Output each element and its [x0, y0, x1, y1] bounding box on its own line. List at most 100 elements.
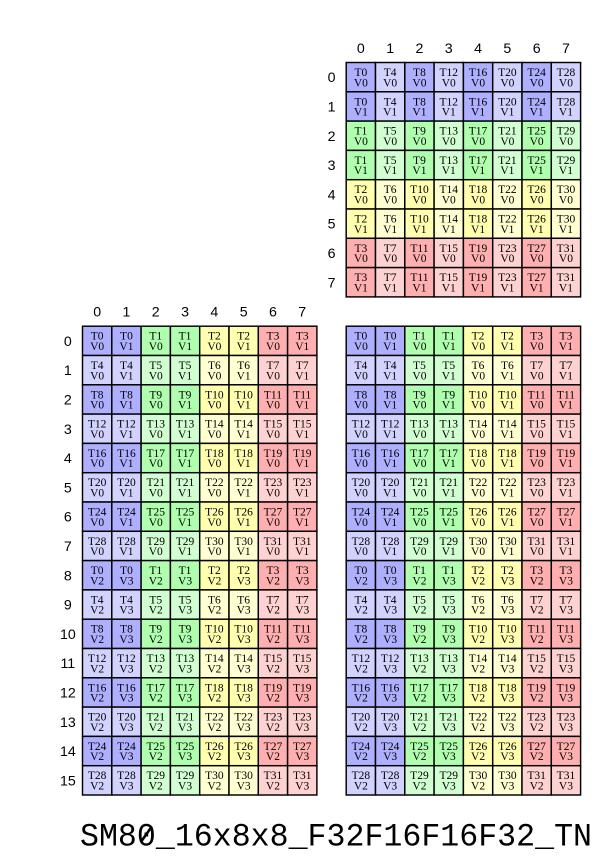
svg-text:V3: V3	[178, 781, 192, 793]
svg-text:T26: T26	[234, 507, 253, 519]
svg-text:T26: T26	[527, 214, 546, 226]
svg-text:T11: T11	[528, 389, 546, 401]
svg-text:V3: V3	[178, 722, 192, 734]
svg-text:V0: V0	[149, 517, 163, 529]
svg-text:V0: V0	[412, 195, 426, 207]
svg-text:T11: T11	[264, 389, 282, 401]
svg-text:T20: T20	[88, 712, 107, 724]
svg-text:V2: V2	[530, 663, 544, 675]
svg-text:T27: T27	[527, 741, 546, 753]
svg-text:V2: V2	[90, 781, 104, 793]
svg-text:T20: T20	[498, 96, 517, 108]
svg-text:V1: V1	[442, 341, 456, 353]
svg-text:V1: V1	[295, 341, 309, 353]
svg-text:T29: T29	[410, 770, 429, 782]
svg-text:V3: V3	[237, 663, 251, 675]
svg-text:T22: T22	[498, 477, 517, 489]
svg-text:V3: V3	[559, 634, 573, 646]
svg-text:T6: T6	[237, 594, 250, 606]
svg-text:T16: T16	[381, 448, 400, 460]
svg-text:V1: V1	[237, 370, 251, 382]
svg-text:V1: V1	[530, 224, 544, 236]
svg-text:11: 11	[60, 656, 75, 672]
svg-text:V2: V2	[471, 781, 485, 793]
svg-text:T12: T12	[88, 653, 107, 665]
svg-text:T19: T19	[527, 682, 546, 694]
svg-text:T16: T16	[381, 682, 400, 694]
svg-text:T15: T15	[439, 243, 458, 255]
svg-text:T17: T17	[146, 682, 165, 694]
svg-text:V2: V2	[266, 605, 280, 617]
svg-text:14: 14	[60, 744, 76, 760]
svg-text:V3: V3	[119, 722, 133, 734]
svg-text:T24: T24	[352, 507, 371, 519]
svg-text:V3: V3	[295, 781, 309, 793]
svg-text:V2: V2	[354, 634, 368, 646]
svg-text:T27: T27	[527, 272, 546, 284]
svg-text:SM80_16x8x8_F32F16F16F32_TN: SM80_16x8x8_F32F16F16F32_TN	[80, 818, 592, 855]
svg-text:T25: T25	[410, 507, 429, 519]
svg-text:T10: T10	[234, 389, 253, 401]
svg-text:V3: V3	[442, 781, 456, 793]
svg-text:T12: T12	[439, 67, 458, 79]
svg-text:V2: V2	[471, 693, 485, 705]
svg-text:V1: V1	[237, 517, 251, 529]
svg-text:V0: V0	[530, 546, 544, 558]
svg-text:T0: T0	[91, 331, 104, 343]
svg-text:V0: V0	[266, 429, 280, 441]
svg-text:V1: V1	[383, 165, 397, 177]
svg-text:T26: T26	[234, 741, 253, 753]
svg-text:V1: V1	[119, 400, 133, 412]
svg-text:T15: T15	[264, 419, 283, 431]
svg-text:V1: V1	[119, 488, 133, 500]
svg-text:4: 4	[328, 187, 336, 203]
svg-text:T19: T19	[469, 243, 488, 255]
svg-text:V0: V0	[354, 253, 368, 265]
svg-text:T23: T23	[264, 712, 283, 724]
svg-text:T18: T18	[498, 448, 517, 460]
svg-text:T14: T14	[439, 214, 458, 226]
svg-text:T9: T9	[442, 389, 455, 401]
svg-text:T9: T9	[413, 624, 426, 636]
svg-text:T30: T30	[557, 184, 576, 196]
svg-text:T10: T10	[498, 624, 517, 636]
svg-text:V0: V0	[207, 400, 221, 412]
svg-text:V0: V0	[149, 546, 163, 558]
svg-text:V2: V2	[266, 575, 280, 587]
svg-text:V0: V0	[471, 546, 485, 558]
svg-text:T6: T6	[501, 594, 514, 606]
svg-text:V3: V3	[383, 605, 397, 617]
svg-text:T27: T27	[264, 741, 283, 753]
svg-text:T9: T9	[179, 624, 192, 636]
svg-text:V3: V3	[500, 663, 514, 675]
svg-text:V1: V1	[295, 429, 309, 441]
svg-text:T31: T31	[264, 770, 283, 782]
svg-text:V3: V3	[442, 663, 456, 675]
svg-text:T2: T2	[472, 565, 485, 577]
svg-text:4: 4	[210, 305, 218, 321]
svg-text:V0: V0	[266, 488, 280, 500]
svg-text:T14: T14	[205, 419, 224, 431]
svg-text:T5: T5	[413, 594, 426, 606]
svg-text:T9: T9	[149, 389, 162, 401]
svg-text:T21: T21	[146, 477, 165, 489]
svg-text:V0: V0	[559, 77, 573, 89]
svg-text:T14: T14	[498, 653, 517, 665]
svg-text:V3: V3	[500, 751, 514, 763]
svg-text:V1: V1	[178, 458, 192, 470]
svg-text:2: 2	[152, 305, 160, 321]
svg-text:V0: V0	[266, 370, 280, 382]
svg-text:T16: T16	[88, 682, 107, 694]
svg-text:T9: T9	[179, 389, 192, 401]
svg-text:V1: V1	[559, 107, 573, 119]
svg-text:V1: V1	[295, 546, 309, 558]
svg-text:T24: T24	[117, 507, 136, 519]
svg-text:V3: V3	[295, 751, 309, 763]
svg-text:T1: T1	[413, 565, 426, 577]
svg-text:3: 3	[445, 41, 453, 57]
svg-text:V0: V0	[530, 136, 544, 148]
svg-text:V1: V1	[442, 224, 456, 236]
svg-text:T20: T20	[381, 712, 400, 724]
svg-text:V1: V1	[442, 458, 456, 470]
svg-text:V0: V0	[266, 400, 280, 412]
